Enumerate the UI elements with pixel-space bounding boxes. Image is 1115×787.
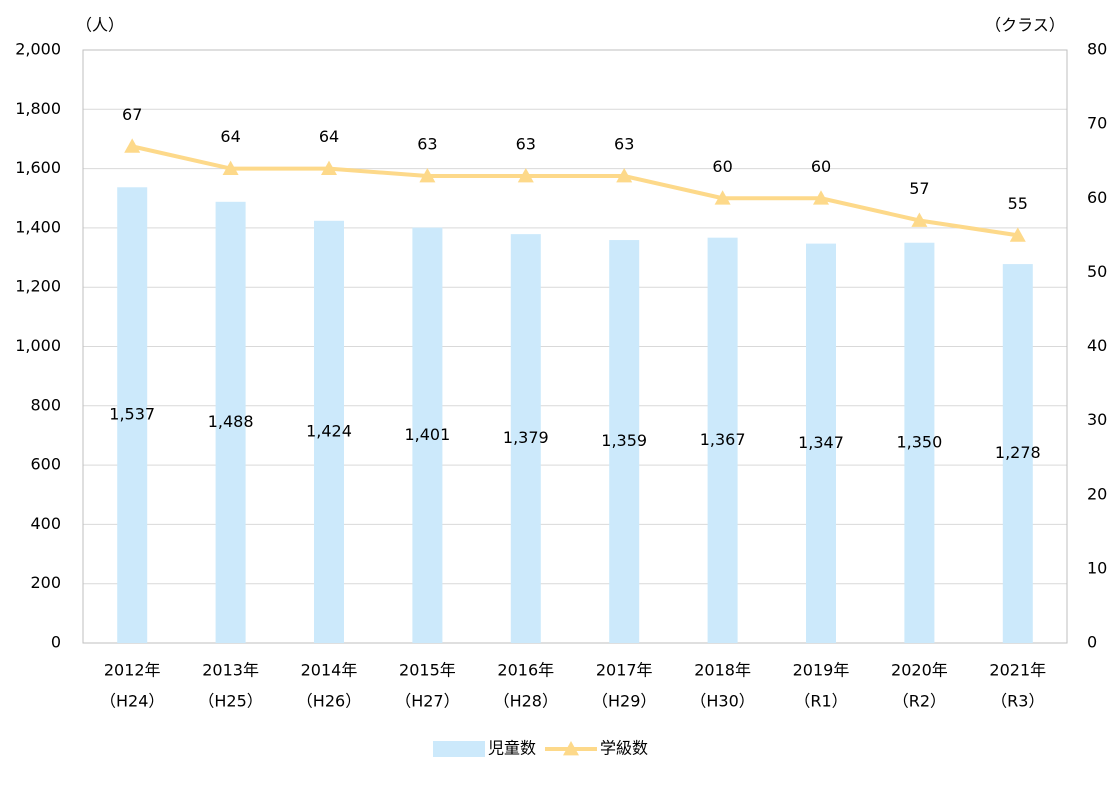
bar (707, 237, 738, 643)
y2-tick-label: 70 (1087, 114, 1107, 133)
y-tick-label: 800 (30, 395, 61, 414)
data-label: 1,401 (404, 425, 450, 444)
marker (911, 212, 928, 227)
y2-tick-label: 20 (1087, 484, 1107, 503)
x-tick-label: （H25） (198, 692, 262, 711)
marker (517, 168, 534, 183)
y2-tick-label: 60 (1087, 188, 1107, 207)
y-tick-label: 1,600 (15, 158, 61, 177)
data-label: 64 (220, 127, 240, 146)
x-tick-label: 2020年 (891, 661, 948, 680)
bar (215, 201, 246, 644)
data-label: 1,359 (601, 431, 647, 450)
bar (806, 243, 836, 643)
x-tick-label: （R3） (991, 692, 1044, 711)
x-tick-label: 2021年 (989, 661, 1046, 680)
data-label: 63 (614, 135, 634, 154)
x-tick-label: （H26） (297, 692, 361, 711)
x-tick-label: 2017年 (596, 661, 653, 680)
y-tick-label: 1,200 (15, 277, 61, 296)
marker (813, 190, 829, 205)
marker (124, 138, 141, 153)
bar (1002, 264, 1033, 643)
y-tick-label: 400 (30, 514, 61, 533)
x-tick-label: （H24） (100, 692, 164, 711)
marker (321, 160, 337, 175)
data-label: 60 (712, 157, 732, 176)
data-label: 1,367 (700, 430, 746, 449)
bar (609, 240, 640, 643)
bar (510, 234, 541, 643)
x-tick-label: （R2） (893, 692, 946, 711)
x-tick-label: 2019年 (793, 661, 850, 680)
data-label: 67 (122, 105, 142, 124)
x-tick-label: （H30） (690, 692, 754, 711)
y-tick-label: 1,800 (15, 99, 61, 118)
x-tick-label: 2013年 (202, 661, 259, 680)
legend-label: 児童数 (488, 739, 536, 758)
data-label: 1,347 (798, 433, 844, 452)
y2-unit-label: （クラス） (985, 16, 1065, 35)
y2-tick-label: 40 (1087, 336, 1107, 355)
data-label: 60 (811, 157, 831, 176)
x-tick-label: （H29） (592, 692, 656, 711)
x-tick-label: 2015年 (399, 661, 456, 680)
y-tick-label: 2,000 (15, 40, 61, 59)
y-tick-label: 1,400 (15, 217, 61, 236)
x-tick-label: （H27） (395, 692, 459, 711)
y2-tick-label: 10 (1087, 558, 1107, 577)
marker (222, 160, 239, 175)
legend-swatch (433, 741, 485, 757)
marker (1009, 227, 1026, 242)
y-unit-label: （人） (76, 16, 124, 35)
data-label: 63 (516, 135, 536, 154)
bar (412, 227, 443, 643)
y-tick-label: 1,000 (15, 336, 61, 355)
x-tick-label: （R1） (794, 692, 847, 711)
data-label: 1,379 (503, 428, 549, 447)
line (131, 144, 1019, 238)
y-tick-label: 200 (30, 573, 61, 592)
bar (314, 220, 344, 643)
marker (714, 190, 731, 205)
data-label: 1,424 (306, 421, 352, 440)
y2-tick-label: 0 (1087, 633, 1097, 652)
y-tick-label: 600 (30, 455, 61, 474)
data-label: 1,537 (109, 405, 155, 424)
y2-tick-label: 30 (1087, 410, 1107, 429)
data-label: 1,350 (896, 432, 942, 451)
data-label: 64 (319, 127, 339, 146)
data-label: 55 (1008, 194, 1028, 213)
data-label: 1,278 (995, 443, 1041, 462)
y2-tick-label: 80 (1087, 40, 1107, 59)
data-label: 57 (909, 179, 929, 198)
y2-tick-label: 50 (1087, 262, 1107, 281)
x-tick-label: 2014年 (301, 661, 358, 680)
y-tick-label: 0 (51, 633, 61, 652)
x-tick-label: 2018年 (694, 661, 751, 680)
marker (419, 168, 436, 183)
marker (616, 168, 633, 183)
legend-swatch (563, 741, 579, 756)
plot-frame (82, 49, 1068, 644)
bar (117, 187, 148, 644)
x-tick-label: （H28） (494, 692, 558, 711)
data-label: 63 (417, 135, 437, 154)
bar (904, 242, 935, 643)
legend-label: 学級数 (600, 739, 648, 758)
x-tick-label: 2016年 (497, 661, 554, 680)
x-tick-label: 2012年 (104, 661, 161, 680)
data-label: 1,488 (208, 412, 254, 431)
